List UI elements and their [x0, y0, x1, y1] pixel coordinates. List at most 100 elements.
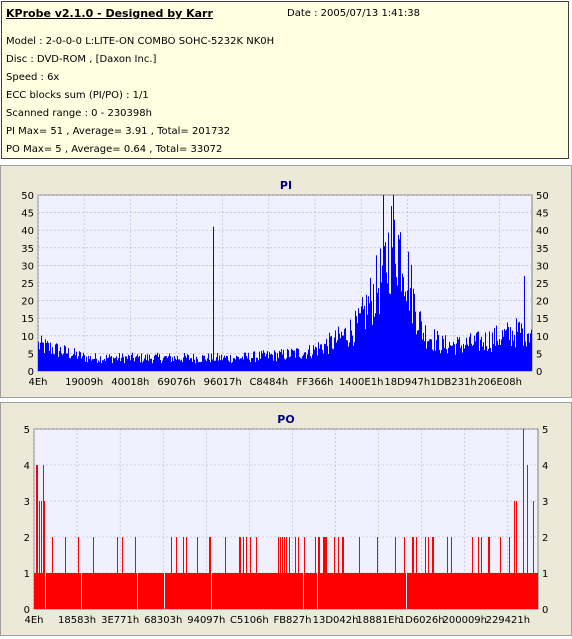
bar	[131, 354, 132, 371]
bar	[104, 573, 105, 609]
bar	[470, 333, 471, 371]
bar	[444, 348, 445, 371]
bar	[354, 573, 355, 609]
bar	[351, 330, 352, 371]
bar	[312, 354, 313, 371]
x-tick-label: FB827h	[273, 615, 311, 626]
bar	[515, 347, 516, 371]
bar	[234, 358, 235, 371]
bar	[438, 335, 439, 371]
bar	[446, 573, 447, 609]
bar	[230, 355, 231, 371]
bar	[381, 282, 382, 371]
bar	[404, 537, 405, 609]
bar	[176, 537, 177, 609]
bar	[422, 573, 423, 609]
bar	[343, 537, 344, 609]
bar	[185, 355, 186, 371]
bar	[497, 340, 498, 371]
bar	[467, 573, 468, 609]
bar	[260, 358, 261, 371]
bar	[56, 343, 57, 371]
bar	[152, 363, 153, 371]
bar	[402, 273, 403, 371]
y-tick-label: 35	[21, 244, 34, 255]
bar	[537, 573, 538, 609]
bar	[293, 573, 294, 609]
bar	[384, 246, 385, 371]
bar	[374, 573, 375, 609]
bar	[40, 573, 41, 609]
bar	[464, 573, 465, 609]
bar	[373, 284, 374, 371]
bar	[211, 353, 212, 371]
bar	[265, 573, 266, 609]
bar	[427, 573, 428, 609]
bar	[134, 361, 135, 371]
bar	[456, 343, 457, 371]
plot-area	[37, 194, 533, 372]
bar	[81, 358, 82, 371]
bar	[328, 573, 329, 609]
bar	[114, 358, 115, 371]
bar	[106, 573, 107, 609]
bar	[345, 573, 346, 609]
bar	[377, 537, 378, 609]
bar	[516, 318, 517, 371]
bar	[486, 346, 487, 371]
bar	[250, 537, 251, 609]
bar	[111, 355, 112, 371]
bar	[333, 573, 334, 609]
bar	[62, 573, 63, 609]
bar	[88, 355, 89, 371]
bar	[259, 351, 260, 371]
bar	[248, 352, 249, 371]
bar	[175, 573, 176, 609]
bar	[138, 357, 139, 371]
bar	[372, 573, 373, 609]
y-tick-label-right: 15	[536, 314, 549, 325]
bar	[420, 311, 421, 371]
bar	[186, 537, 187, 609]
bar	[358, 308, 359, 371]
bar	[243, 537, 244, 609]
bar	[76, 351, 77, 371]
bar	[177, 356, 178, 371]
bar	[102, 573, 103, 609]
x-tick-label: 1D6026h	[399, 615, 445, 626]
bar	[197, 537, 198, 609]
bar	[387, 283, 388, 371]
bar	[203, 355, 204, 371]
bar	[121, 573, 122, 609]
bar	[157, 573, 158, 609]
bar	[139, 573, 140, 609]
bar	[308, 573, 309, 609]
bar	[189, 573, 190, 609]
bar	[385, 242, 386, 371]
bar	[360, 573, 361, 609]
bar	[253, 351, 254, 371]
bar	[111, 573, 112, 609]
bar	[518, 573, 519, 609]
bar	[420, 573, 421, 609]
bar	[88, 573, 89, 609]
bar	[281, 573, 282, 609]
bar	[394, 219, 395, 371]
bar	[260, 573, 261, 609]
bar	[230, 573, 231, 609]
bar	[422, 339, 423, 371]
x-tick-label: 68303h	[144, 615, 182, 626]
bar	[153, 359, 154, 371]
bar	[338, 537, 339, 609]
bar	[458, 339, 459, 371]
bar	[350, 319, 351, 371]
bar	[408, 251, 409, 371]
bar	[295, 537, 296, 609]
bar	[362, 573, 363, 609]
bar	[173, 573, 174, 609]
bar	[419, 573, 420, 609]
bar	[280, 352, 281, 371]
bar	[300, 357, 301, 371]
bar	[482, 573, 483, 609]
bar	[60, 346, 61, 371]
